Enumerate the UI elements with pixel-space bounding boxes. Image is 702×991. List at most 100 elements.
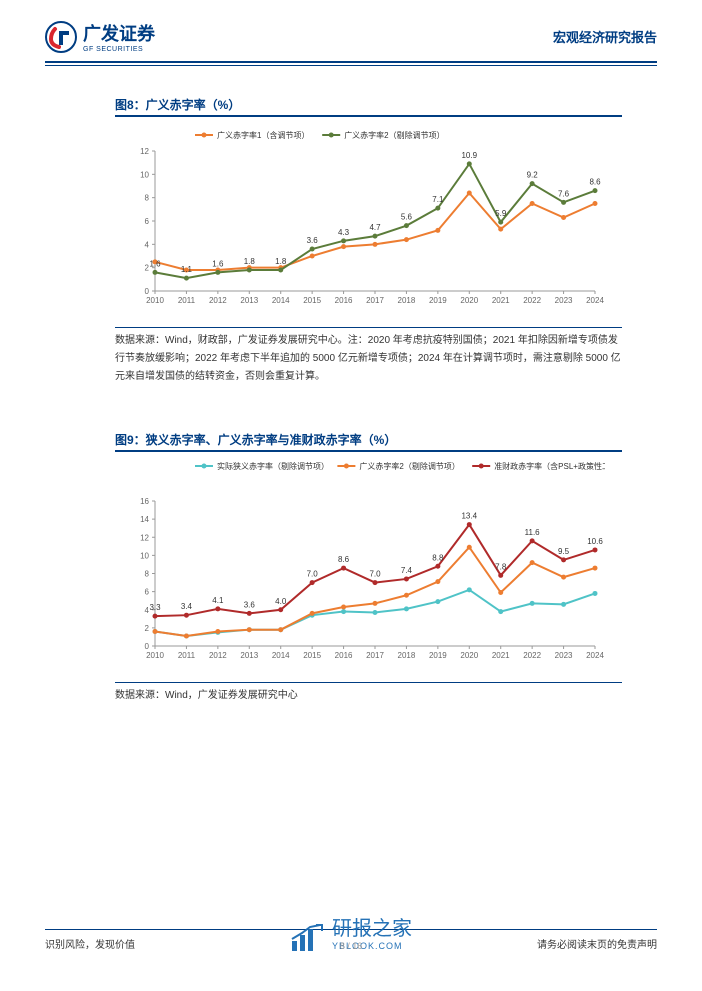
svg-text:1.8: 1.8 [275,257,287,266]
svg-text:2018: 2018 [398,651,416,660]
header: 广发证券 GF SECURITIES 宏观经济研究报告 [0,0,702,61]
svg-text:0: 0 [145,642,150,651]
svg-text:2011: 2011 [178,651,196,660]
svg-text:2: 2 [145,624,150,633]
svg-text:14: 14 [140,515,149,524]
svg-text:2012: 2012 [209,651,227,660]
svg-text:3.3: 3.3 [149,603,161,612]
fig9-source: 数据来源：Wind，广发证券发展研究中心 [115,682,622,705]
svg-text:2017: 2017 [366,296,384,305]
svg-text:6: 6 [145,217,150,226]
svg-text:16: 16 [140,497,149,506]
svg-text:13.4: 13.4 [461,512,477,521]
svg-text:12: 12 [140,533,149,542]
svg-text:广义赤字率2（剔除调节项）: 广义赤字率2（剔除调节项） [359,461,459,471]
svg-text:8.6: 8.6 [589,178,601,187]
logo-icon [45,21,77,53]
svg-text:2024: 2024 [586,296,604,305]
svg-text:4.1: 4.1 [212,596,224,605]
svg-text:9.5: 9.5 [558,547,570,556]
svg-text:8.6: 8.6 [338,555,350,564]
footer: 识别风险，发现价值 请务必阅读末页的免责声明 研报之家 YBLOOK.COM 8… [0,929,702,951]
footer-left: 识别风险，发现价值 [45,936,135,951]
svg-text:5.6: 5.6 [401,213,413,222]
svg-text:2019: 2019 [429,296,447,305]
svg-text:7.0: 7.0 [307,570,319,579]
fig9-chart: 实际狭义赤字率（剔除调节项） 广义赤字率2（剔除调节项） 准财政赤字率（含PSL+政… [115,456,605,676]
svg-text:准财政赤字率（含PSL+政策性工具+政金债，剔除调节项）: 准财政赤字率（含PSL+政策性工具+政金债，剔除调节项） [494,461,605,471]
svg-text:9.2: 9.2 [527,171,539,180]
svg-text:2018: 2018 [398,296,416,305]
svg-text:2023: 2023 [555,296,573,305]
svg-text:12: 12 [140,147,149,156]
svg-text:8: 8 [145,570,150,579]
header-rule-2 [45,65,657,66]
svg-text:2014: 2014 [272,296,290,305]
svg-text:10.6: 10.6 [587,537,603,546]
svg-text:10.9: 10.9 [461,151,477,160]
svg-text:2013: 2013 [240,651,258,660]
svg-text:3.6: 3.6 [244,600,256,609]
svg-text:2019: 2019 [429,651,447,660]
fig9-title: 图9：狭义赤字率、广义赤字率与准财政赤字率（%） [115,431,622,452]
svg-text:2023: 2023 [555,651,573,660]
svg-text:4.3: 4.3 [338,228,350,237]
svg-text:2021: 2021 [492,651,510,660]
svg-text:7.1: 7.1 [432,195,444,204]
svg-text:2020: 2020 [460,296,478,305]
fig8-source: 数据来源：Wind，财政部，广发证券发展研究中心。注：2020 年考虑抗疫特别国… [115,327,622,386]
svg-text:实际狭义赤字率（剔除调节项）: 实际狭义赤字率（剔除调节项） [217,461,329,471]
svg-text:2016: 2016 [335,651,353,660]
figure-8: 图8：广义赤字率（%） 广义赤字率1（含调节项）广义赤字率2（剔除调节项）024… [115,96,622,386]
svg-text:8.8: 8.8 [432,553,444,562]
company-sub: GF SECURITIES [83,46,155,53]
svg-text:8: 8 [145,194,150,203]
fig8-title: 图8：广义赤字率（%） [115,96,622,117]
svg-text:2015: 2015 [303,296,321,305]
svg-text:7.8: 7.8 [495,562,507,571]
svg-text:7.0: 7.0 [369,570,381,579]
svg-text:11.6: 11.6 [525,528,541,537]
svg-text:2010: 2010 [146,296,164,305]
company-name: 广发证券 [83,20,155,46]
footer-right: 请务必阅读末页的免责声明 [537,936,657,951]
watermark-text: 研报之家 [332,912,412,941]
svg-text:1.8: 1.8 [244,257,256,266]
svg-text:10: 10 [140,551,149,560]
svg-text:2017: 2017 [366,651,384,660]
header-rule-1 [45,61,657,63]
svg-text:广义赤字率1（含调节项）: 广义赤字率1（含调节项） [217,130,309,140]
svg-text:1.6: 1.6 [149,259,161,268]
svg-text:5.9: 5.9 [495,209,507,218]
content: 图8：广义赤字率（%） 广义赤字率1（含调节项） 广义赤字率2（剔除调节项） 0 2 4… [0,96,702,705]
svg-text:广义赤字率2（剔除调节项）: 广义赤字率2（剔除调节项） [344,130,444,140]
svg-text:2015: 2015 [303,651,321,660]
svg-text:2012: 2012 [209,296,227,305]
svg-text:4.7: 4.7 [369,223,381,232]
svg-text:4.0: 4.0 [275,597,287,606]
page-number: 8 / 16 [340,941,363,951]
svg-text:10: 10 [140,170,149,179]
svg-text:2024: 2024 [586,651,604,660]
watermark-icon [290,923,326,951]
svg-text:2022: 2022 [523,296,541,305]
svg-text:3.6: 3.6 [307,236,319,245]
figure-9: 图9：狭义赤字率、广义赤字率与准财政赤字率（%） 实际狭义赤字率（剔除调节项） 广… [115,431,622,705]
svg-text:1.1: 1.1 [181,265,193,274]
svg-text:2013: 2013 [240,296,258,305]
svg-text:4: 4 [145,240,150,249]
svg-text:3.4: 3.4 [181,602,193,611]
svg-text:1.6: 1.6 [212,259,224,268]
svg-text:7.6: 7.6 [558,189,570,198]
svg-text:2020: 2020 [460,651,478,660]
svg-text:2022: 2022 [523,651,541,660]
svg-text:0: 0 [145,287,150,296]
svg-text:6: 6 [145,588,150,597]
svg-text:2016: 2016 [335,296,353,305]
svg-text:2014: 2014 [272,651,290,660]
report-type: 宏观经济研究报告 [553,27,657,46]
svg-text:7.4: 7.4 [401,566,413,575]
logo: 广发证券 GF SECURITIES [45,20,155,53]
fig8-chart: 广义赤字率1（含调节项）广义赤字率2（剔除调节项）024681012201020… [115,121,605,321]
svg-text:2010: 2010 [146,651,164,660]
